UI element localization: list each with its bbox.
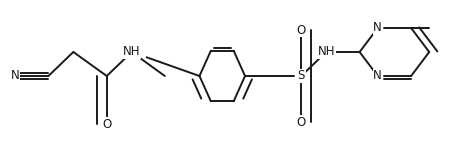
Text: NH: NH	[123, 46, 140, 58]
Text: O: O	[297, 23, 306, 36]
Text: N: N	[11, 70, 19, 83]
Text: O: O	[297, 115, 306, 128]
Text: NH: NH	[317, 46, 335, 58]
Text: S: S	[298, 70, 305, 83]
Text: O: O	[102, 118, 111, 130]
Text: N: N	[373, 70, 382, 83]
Text: N: N	[373, 21, 382, 35]
